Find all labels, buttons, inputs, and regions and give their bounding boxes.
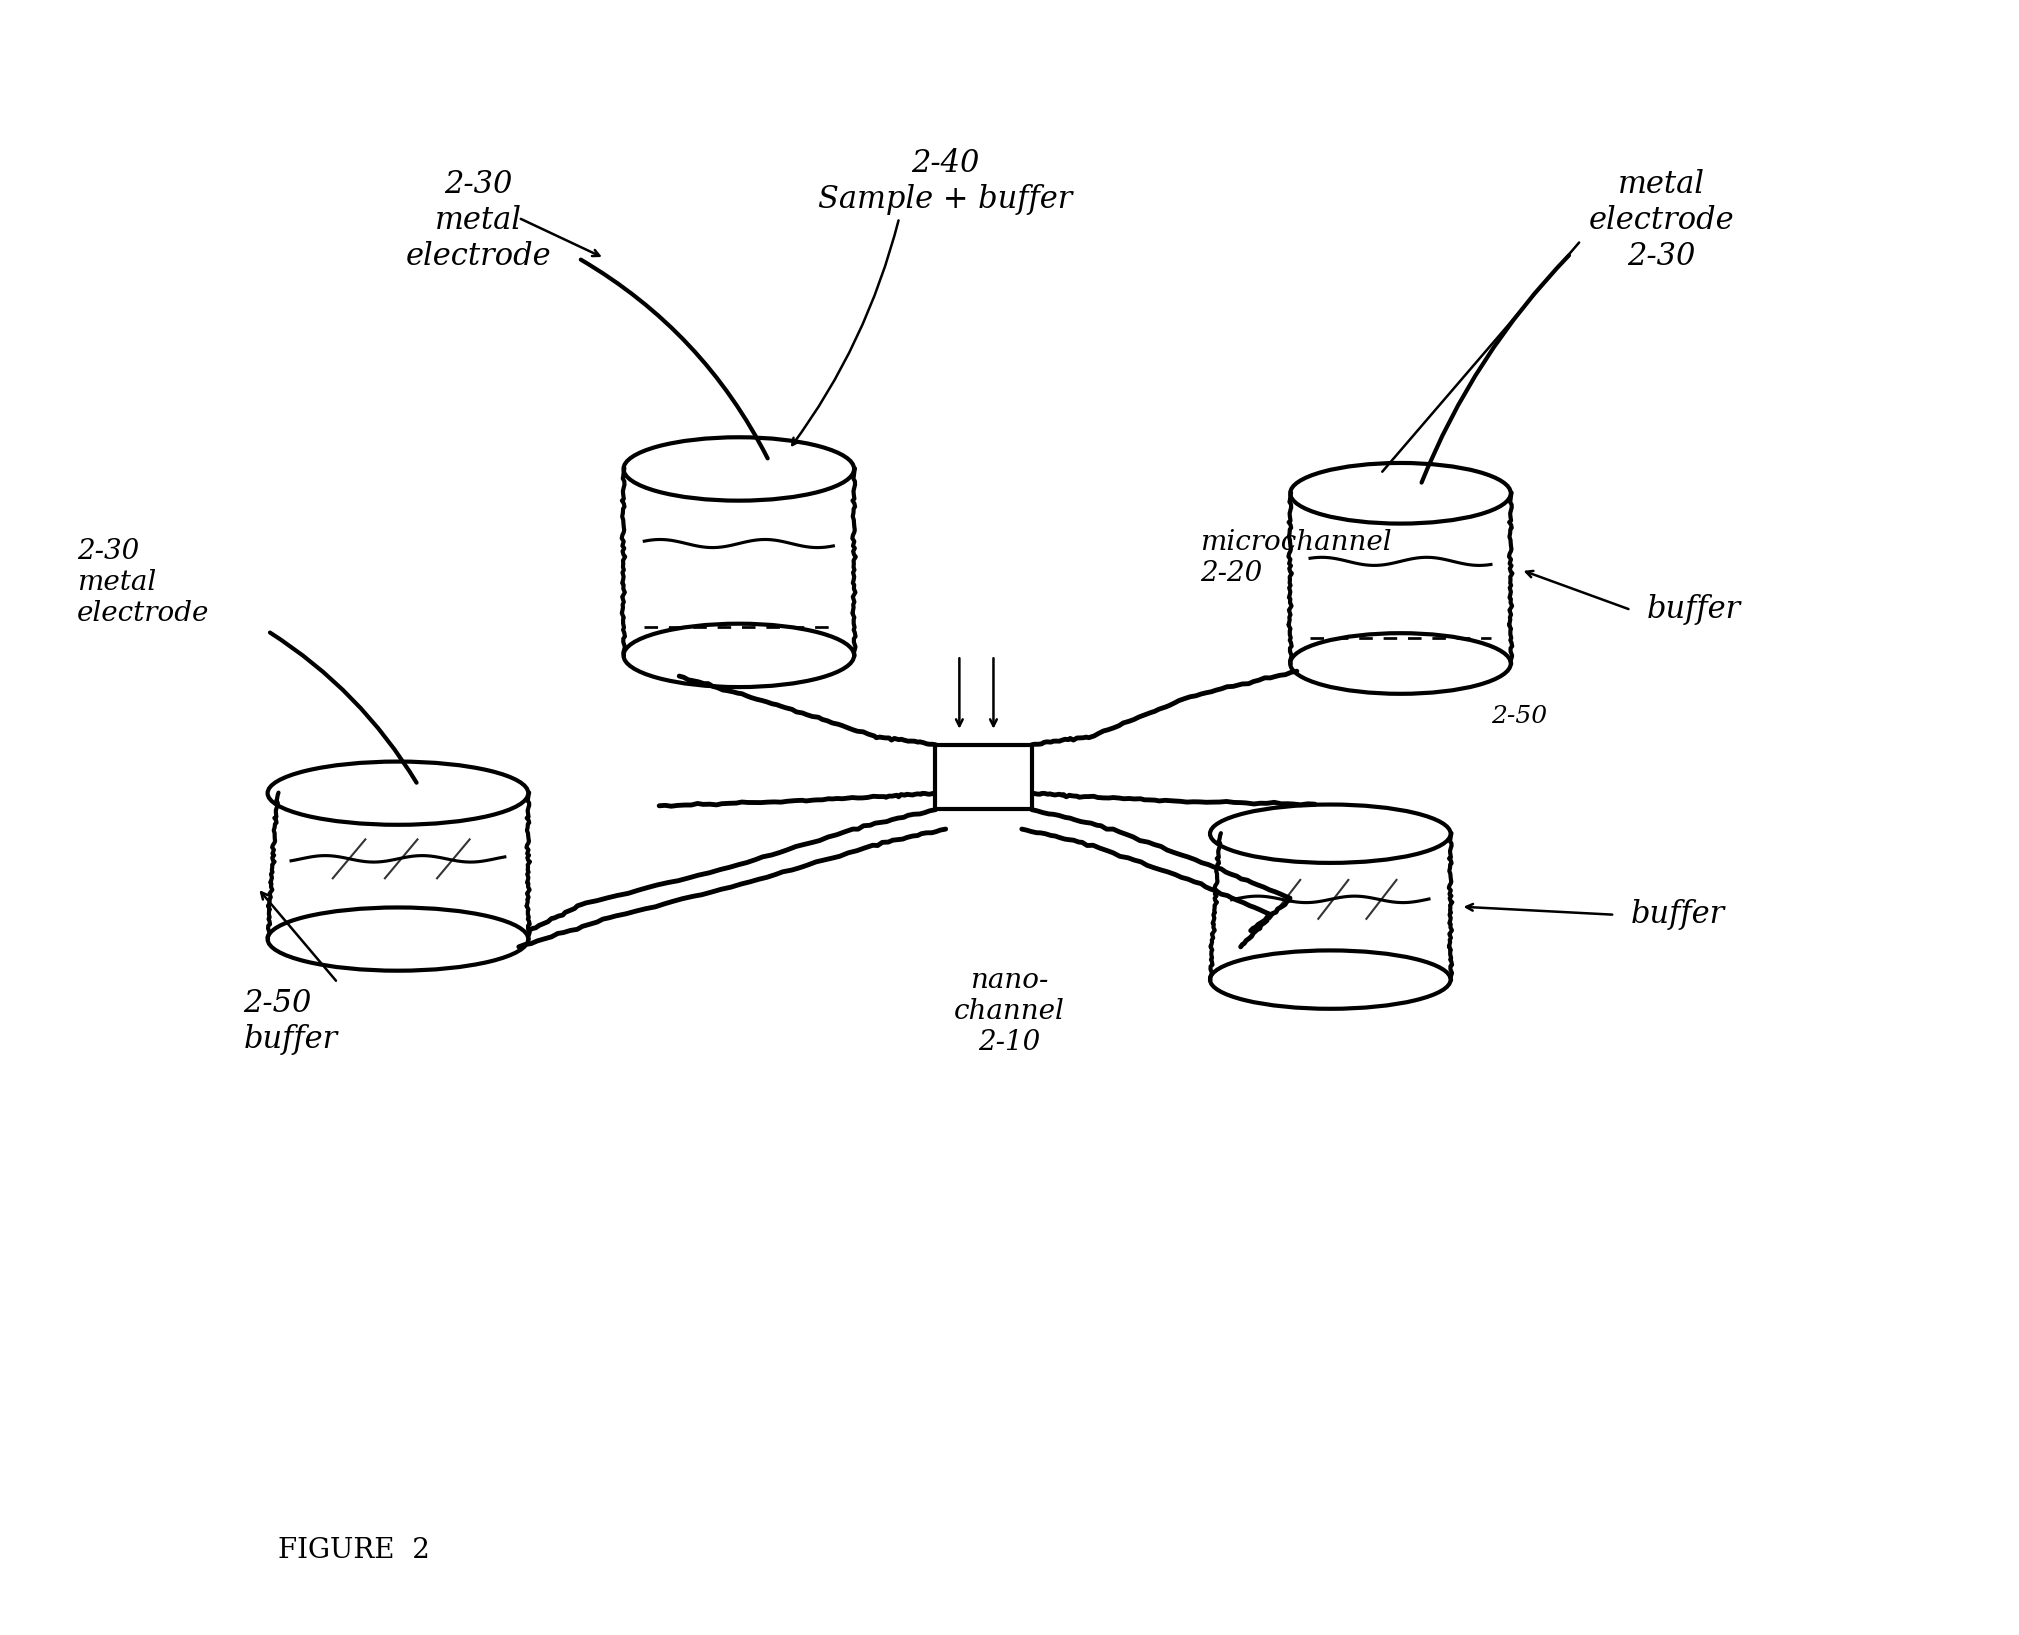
Text: 2-40
Sample + buffer: 2-40 Sample + buffer: [818, 149, 1072, 214]
Text: nano-
channel
2-10: nano- channel 2-10: [955, 966, 1064, 1056]
Text: FIGURE  2: FIGURE 2: [279, 1537, 430, 1563]
Text: 2-50: 2-50: [1490, 705, 1547, 729]
Text: microchannel
2-20: microchannel 2-20: [1199, 530, 1391, 587]
Text: buffer: buffer: [1648, 595, 1740, 626]
Text: buffer: buffer: [1631, 899, 1726, 930]
Text: metal
electrode
2-30: metal electrode 2-30: [1589, 168, 1734, 271]
FancyBboxPatch shape: [935, 744, 1032, 809]
Text: 2-30
metal
electrode: 2-30 metal electrode: [77, 538, 210, 628]
Text: 2-50
buffer: 2-50 buffer: [244, 988, 337, 1055]
Text: 2-30
metal
electrode: 2-30 metal electrode: [406, 168, 551, 271]
